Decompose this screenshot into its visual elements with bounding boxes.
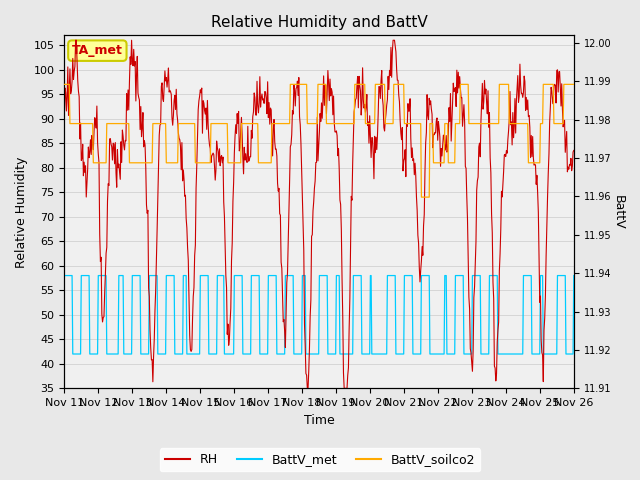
BattV_met	[175, 351, 182, 357]
RH	[570, 147, 578, 153]
RH	[397, 131, 404, 136]
Legend: RH, BattV_met, BattV_soilco2: RH, BattV_met, BattV_soilco2	[159, 448, 481, 471]
BattV_met	[123, 351, 131, 357]
BattV_met	[60, 273, 68, 278]
BattV_met	[396, 351, 404, 357]
BattV_soilco2	[70, 120, 77, 126]
RH	[382, 111, 390, 117]
Title: Relative Humidity and BattV: Relative Humidity and BattV	[211, 15, 428, 30]
BattV_soilco2	[417, 194, 425, 200]
BattV_met	[570, 273, 578, 278]
BattV_soilco2	[201, 160, 209, 166]
BattV_met	[70, 351, 78, 357]
BattV_soilco2	[396, 82, 403, 87]
BattV_soilco2	[60, 82, 68, 87]
Line: BattV_soilco2: BattV_soilco2	[64, 84, 574, 197]
RH	[60, 115, 68, 121]
RH	[303, 385, 311, 391]
Y-axis label: BattV: BattV	[612, 194, 625, 229]
X-axis label: Time: Time	[303, 414, 334, 427]
BattV_met	[381, 351, 389, 357]
BattV_met	[202, 273, 209, 278]
BattV_soilco2	[381, 82, 388, 87]
RH	[72, 37, 79, 43]
Line: RH: RH	[64, 40, 574, 388]
BattV_met	[69, 351, 77, 357]
RH	[175, 130, 182, 136]
Text: TA_met: TA_met	[72, 44, 123, 57]
BattV_soilco2	[570, 82, 578, 87]
BattV_soilco2	[174, 160, 182, 166]
BattV_soilco2	[122, 120, 130, 126]
Line: BattV_met: BattV_met	[64, 276, 574, 354]
Y-axis label: Relative Humidity: Relative Humidity	[15, 156, 28, 267]
RH	[70, 76, 77, 82]
RH	[202, 111, 209, 117]
RH	[123, 91, 131, 96]
